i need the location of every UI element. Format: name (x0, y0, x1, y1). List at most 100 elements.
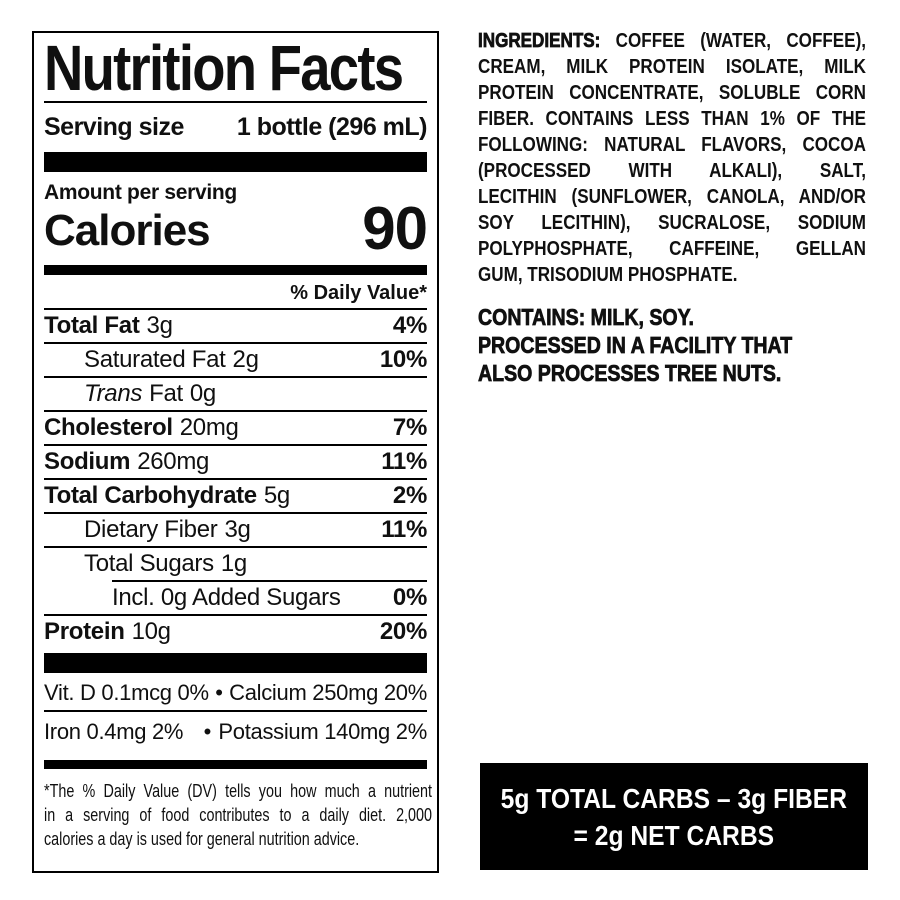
nutrient-name: Sodium 260mg (44, 446, 209, 478)
micronutrient-left: Iron 0.4mg 2% (44, 719, 184, 744)
nutrient-row-saturated-fat: Saturated Fat 2g 10% (44, 344, 427, 376)
serving-size-label: Serving size (44, 113, 184, 141)
nutrient-name-text: Dietary Fiber (84, 516, 218, 543)
divider-line (44, 512, 427, 514)
divider-line (44, 444, 427, 446)
medium-divider-bar (44, 760, 427, 769)
nutrient-name: Cholesterol 20mg (44, 412, 239, 444)
nutrient-amount: 3g (146, 312, 173, 339)
divider-line (44, 410, 427, 412)
nutrient-row-trans-fat: Trans Fat 0g (44, 378, 427, 410)
nutrient-dv: 11% (381, 448, 427, 475)
nutrient-dv: 11% (381, 516, 427, 543)
nutrient-name: Dietary Fiber 3g (44, 514, 251, 546)
divider-line (44, 478, 427, 480)
nutrient-name: Trans Fat 0g (44, 378, 216, 410)
nutrient-amount: 1g (220, 550, 247, 577)
micronutrient-right: Potassium 140mg 2% (218, 719, 427, 744)
nutrient-name: Total Sugars 1g (44, 548, 247, 580)
ingredients-line: SOY LECITHIN), SUCRALOSE, SODIUM (478, 211, 866, 234)
nutrient-name-text: Sodium (44, 448, 131, 475)
serving-size-value: 1 bottle (296 mL) (236, 113, 428, 141)
nutrient-dv: 20% (379, 618, 427, 645)
ingredients-line: FIBER. CONTAINS LESS THAN 1% OF THE (478, 107, 866, 130)
ingredients-line: CREAM, MILK PROTEIN ISOLATE, MILK (478, 55, 866, 78)
ingredients-line-text: COFFEE (WATER, COFFEE), (615, 29, 867, 52)
daily-value-header: % Daily Value* (290, 282, 427, 304)
divider-line (44, 308, 427, 310)
micronutrient-left: Vit. D 0.1mcg 0% (44, 680, 209, 705)
nutrient-name: Protein 10g (44, 616, 171, 648)
divider-line (44, 101, 427, 103)
nutrient-name: Total Fat 3g (44, 310, 173, 342)
nutrition-facts-title: Nutrition Facts (44, 32, 427, 104)
footnote-line: calories a day is used for general nutri… (44, 828, 360, 849)
divider-line (44, 342, 427, 344)
net-carbs-text: 5g TOTAL CARBS – 3g FIBER = 2g NET CARBS (501, 780, 847, 854)
nutrient-amount: 0g (189, 380, 216, 407)
micronutrient-row-1: Vit. D 0.1mcg 0% • Calcium 250mg 20% (44, 675, 427, 710)
net-carbs-callout-box: 5g TOTAL CARBS – 3g FIBER = 2g NET CARBS (480, 763, 868, 870)
ingredients-line: FOLLOWING: NATURAL FLAVORS, COCOA (478, 133, 866, 156)
allergen-line: ALSO PROCESSES TREE NUTS. (478, 360, 782, 387)
ingredients-line: LECITHIN (SUNFLOWER, CANOLA, AND/OR (478, 185, 866, 208)
nutrient-name-text: Fat (149, 380, 183, 407)
nutrient-name-text: Total Fat (44, 312, 140, 339)
nutrient-row-total-carbohydrate: Total Carbohydrate 5g 2% (44, 480, 427, 512)
ingredients-text-block: INGREDIENTS: COFFEE (WATER, COFFEE), CRE… (478, 28, 866, 387)
serving-size-row: Serving size 1 bottle (296 mL) (44, 111, 428, 143)
divider-line-indented (112, 580, 427, 582)
nutrient-name-text: Protein (44, 618, 125, 645)
nutrient-dv: 7% (392, 414, 427, 441)
nutrient-dv: 4% (392, 312, 427, 339)
micronutrient-row-2: Iron 0.4mg 2% • Potassium 140mg 2% (44, 714, 427, 749)
nutrient-row-sodium: Sodium 260mg 11% (44, 446, 427, 478)
nutrient-name-text: Cholesterol (44, 414, 173, 441)
ingredients-line: PROTEIN CONCENTRATE, SOLUBLE CORN (478, 81, 866, 104)
nutrient-row-added-sugars: Incl. 0g Added Sugars 0% (44, 582, 427, 614)
divider-line (44, 614, 427, 616)
calories-value: 90 (362, 195, 428, 262)
nutrition-facts-title-text: Nutrition Facts (44, 32, 404, 104)
calories-label: Calories (44, 206, 211, 255)
thick-divider-bar (44, 653, 427, 673)
allergen-line: PROCESSED IN A FACILITY THAT (478, 332, 793, 359)
allergen-line: CONTAINS: MILK, SOY. (478, 304, 695, 331)
divider-line (44, 546, 427, 548)
nutrient-name: Incl. 0g Added Sugars (44, 582, 341, 614)
nutrient-name: Saturated Fat 2g (44, 344, 259, 376)
nutrient-dv: 10% (379, 346, 427, 373)
ingredients-line: (PROCESSED WITH ALKALI), SALT, (478, 159, 866, 182)
nutrient-name-italic: Trans (84, 380, 143, 407)
bullet-dot: • (203, 719, 212, 744)
micronutrient-right: Calcium 250mg 20% (229, 680, 427, 705)
nutrient-amount: 3g (224, 516, 251, 543)
net-carbs-line-2: = 2g NET CARBS (573, 819, 775, 851)
nutrient-row-dietary-fiber: Dietary Fiber 3g 11% (44, 514, 427, 546)
nutrient-row-protein: Protein 10g 20% (44, 616, 427, 648)
footnote-line: in a serving of food contributes to a da… (44, 804, 432, 825)
ingredients-panel: INGREDIENTS: COFFEE (WATER, COFFEE), CRE… (478, 28, 866, 387)
footnote-line: *The % Daily Value (DV) tells you how mu… (44, 780, 432, 801)
thick-divider-bar (44, 152, 427, 172)
nutrient-name-text: Incl. 0g Added Sugars (112, 584, 341, 611)
allergen-statement: CONTAINS: MILK, SOY. PROCESSED IN A FACI… (478, 303, 866, 387)
ingredients-line: POLYPHOSPHATE, CAFFEINE, GELLAN (478, 237, 866, 260)
nutrient-amount: 2g (232, 346, 259, 373)
divider-line (44, 710, 427, 712)
footnote-text-block: *The % Daily Value (DV) tells you how mu… (44, 779, 432, 851)
nutrient-name-text: Saturated Fat (84, 346, 226, 373)
nutrient-name-text: Total Carbohydrate (44, 482, 257, 509)
bullet-dot: • (215, 680, 223, 705)
nutrient-row-total-sugars: Total Sugars 1g (44, 548, 427, 580)
nutrient-row-cholesterol: Cholesterol 20mg 7% (44, 412, 427, 444)
nutrient-name-text: Total Sugars (84, 550, 214, 577)
nutrient-amount: 260mg (137, 448, 210, 475)
nutrient-dv: 0% (392, 584, 427, 611)
nutrient-row-total-fat: Total Fat 3g 4% (44, 310, 427, 342)
daily-value-footnote: *The % Daily Value (DV) tells you how mu… (44, 779, 432, 851)
ingredients-line: GUM, TRISODIUM PHOSPHATE. (478, 263, 738, 286)
divider-line (44, 376, 427, 378)
calories-row: Calories 90 (44, 195, 428, 262)
amount-per-serving-label: Amount per serving (44, 181, 237, 204)
